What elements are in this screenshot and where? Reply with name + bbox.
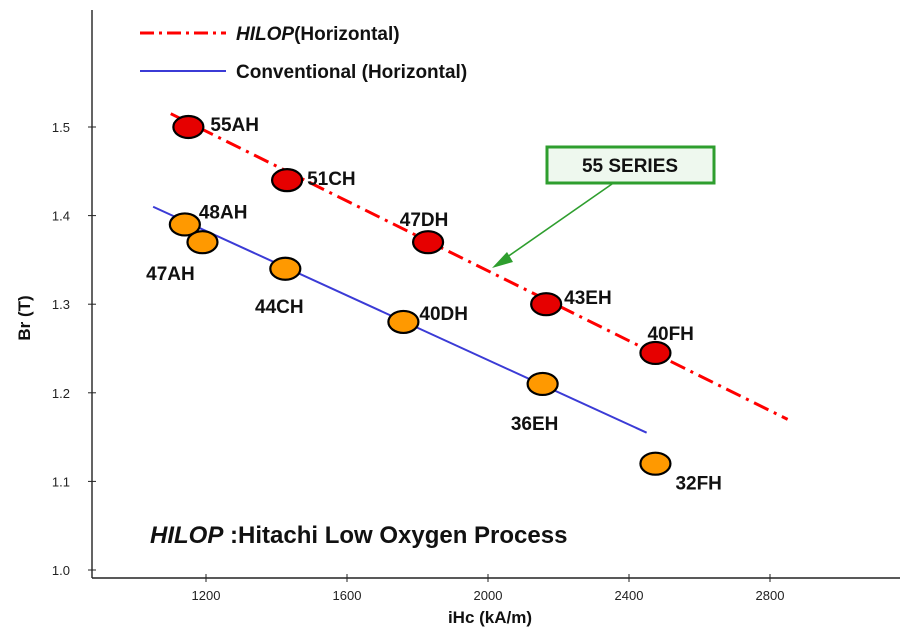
hilop-marker-51ch [270, 168, 304, 193]
callout-arrowhead [492, 252, 513, 268]
y-tick-label: 1.4 [52, 209, 70, 224]
y-axis-title: Br (T) [15, 295, 34, 340]
point-label-51ch: 51CH [307, 169, 356, 190]
legend-label-conventional: Conventional (Horizontal) [236, 62, 467, 83]
conventional-marker-32fh [639, 451, 672, 476]
point-label-44ch: 44CH [255, 297, 304, 318]
legend-text-suffix: (Horizontal) [294, 24, 400, 45]
legend-label-hilop: HILOP(Horizontal) [236, 24, 400, 45]
y-tick-label: 1.3 [52, 297, 70, 312]
y-tick-label: 1.0 [52, 563, 70, 578]
x-tick-label: 1600 [333, 588, 362, 603]
callout-label: 55 SERIES [582, 156, 678, 177]
data-markers [168, 114, 672, 476]
point-label-55ah: 55AH [210, 115, 259, 136]
trend-line-hilop [170, 112, 789, 421]
point-label-47ah: 47AH [146, 264, 195, 285]
series-callout: 55 SERIES [492, 145, 716, 268]
callout-arrow [499, 183, 613, 263]
hilop-marker-47dh [411, 230, 445, 255]
point-label-43eh: 43EH [564, 288, 612, 309]
point-label-40fh: 40FH [647, 324, 693, 345]
legend: HILOP(Horizontal) Conventional (Horizont… [140, 24, 467, 83]
x-tick-label: 2800 [756, 588, 785, 603]
x-tick-label: 2400 [615, 588, 644, 603]
conventional-marker-36eh [526, 371, 559, 397]
conventional-marker-40dh [387, 309, 420, 335]
footnote: HILOP :Hitachi Low Oxygen Process [150, 522, 567, 549]
axes: 1.0 1.1 1.2 1.3 1.4 1.5 1200 1600 2000 2400 2800 iH… [15, 10, 900, 627]
hilop-marker-40fh [639, 340, 672, 366]
x-tick-label: 1200 [192, 588, 221, 603]
point-label-32fh: 32FH [675, 474, 721, 495]
conventional-marker-44ch [269, 256, 302, 281]
point-label-36eh: 36EH [511, 414, 559, 435]
y-tick-label: 1.2 [52, 386, 70, 401]
legend-italic-prefix: HILOP [236, 24, 294, 45]
footnote-italic: HILOP [150, 522, 224, 549]
y-tick-label: 1.5 [52, 120, 70, 135]
hilop-marker-55ah [172, 114, 205, 140]
point-label-40dh: 40DH [419, 304, 468, 325]
conventional-marker-47ah [186, 230, 219, 255]
point-label-47dh: 47DH [400, 210, 449, 231]
conventional-marker-48ah [168, 212, 201, 237]
x-tick-label: 2000 [474, 588, 503, 603]
point-label-48ah: 48AH [199, 202, 248, 223]
footnote-text: :Hitachi Low Oxygen Process [223, 522, 567, 549]
point-labels: 55AH 51CH 47DH 43EH 40FH 48AH 47AH 44CH 40DH 36EH… [146, 115, 722, 495]
hilop-marker-43eh [530, 292, 563, 317]
x-axis-title: iHc (kA/m) [448, 608, 532, 627]
callout-box [545, 145, 716, 185]
y-tick-label: 1.1 [52, 474, 70, 489]
